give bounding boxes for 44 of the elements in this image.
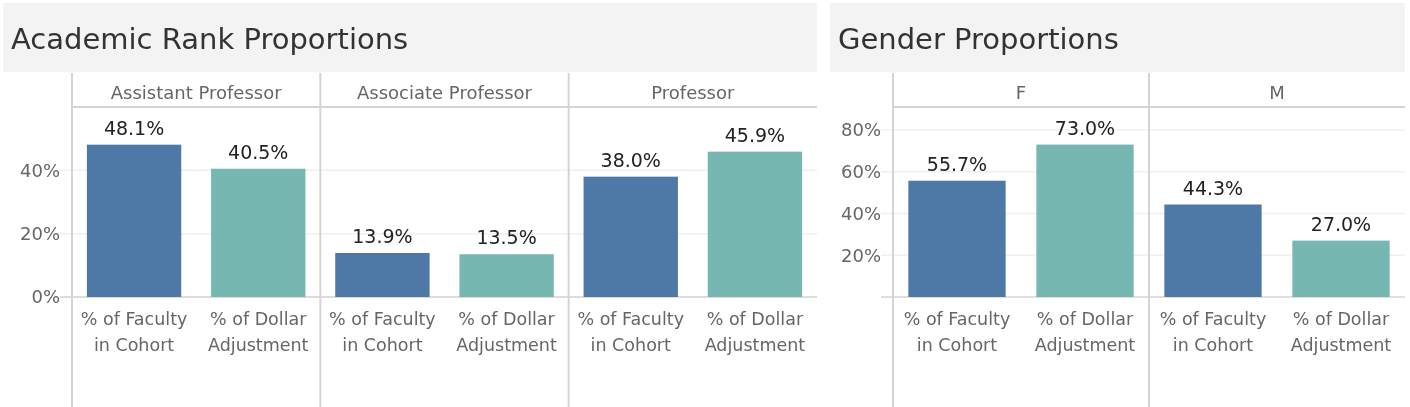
bar <box>459 254 554 297</box>
text: Professor <box>651 82 735 103</box>
y-tick-label: 60% <box>840 160 881 182</box>
x-tick-label: % of Faculty in Cohort <box>903 309 1011 355</box>
bar <box>908 180 1006 297</box>
bar <box>707 151 803 297</box>
data-label: 45.9% <box>724 123 786 146</box>
y-tick-label: 40% <box>19 159 60 181</box>
chart-title: Academic Rank Proportions <box>11 22 409 56</box>
x-tick-label: % of Faculty in Cohort <box>1159 309 1267 355</box>
data-label: 55.7% <box>926 152 988 175</box>
bar <box>583 176 678 297</box>
bar <box>211 168 306 297</box>
data-label: 44.3% <box>1182 176 1244 199</box>
bar <box>1292 240 1390 297</box>
text: Associate Professor <box>357 82 533 103</box>
bar <box>335 252 430 297</box>
x-tick-label: % of Dollar Adjustment <box>208 309 309 355</box>
data-label: 38.0% <box>600 148 661 171</box>
bar <box>1164 204 1262 297</box>
x-tick-label: % of Faculty in Cohort <box>577 309 685 355</box>
data-label: 73.0% <box>1054 116 1116 139</box>
data-label: 27.0% <box>1310 212 1372 235</box>
x-tick-label: % of Dollar Adjustment <box>704 309 806 355</box>
data-label: 40.5% <box>228 140 289 163</box>
y-tick-label: 0% <box>31 286 60 308</box>
data-label: 48.1% <box>103 116 165 139</box>
x-tick-label: % of Faculty in Cohort <box>80 309 188 355</box>
bar <box>1036 144 1134 297</box>
data-label: 13.9% <box>352 224 413 247</box>
y-tick-label: 40% <box>840 202 881 224</box>
y-tick-label: 20% <box>840 244 881 266</box>
data-label: 13.5% <box>476 226 537 249</box>
text: F <box>1015 82 1027 103</box>
text: Assistant Professor <box>110 82 283 103</box>
bar <box>86 144 182 297</box>
x-tick-label: % of Dollar Adjustment <box>456 309 557 355</box>
x-tick-label: % of Dollar Adjustment <box>1034 309 1136 355</box>
x-tick-label: % of Dollar Adjustment <box>1290 309 1392 355</box>
text: M <box>1269 82 1285 103</box>
y-tick-label: 20% <box>19 222 60 244</box>
y-tick-label: 80% <box>840 119 881 141</box>
chart-title: Gender Proportions <box>838 22 1119 56</box>
x-tick-label: % of Faculty in Cohort <box>329 309 436 355</box>
